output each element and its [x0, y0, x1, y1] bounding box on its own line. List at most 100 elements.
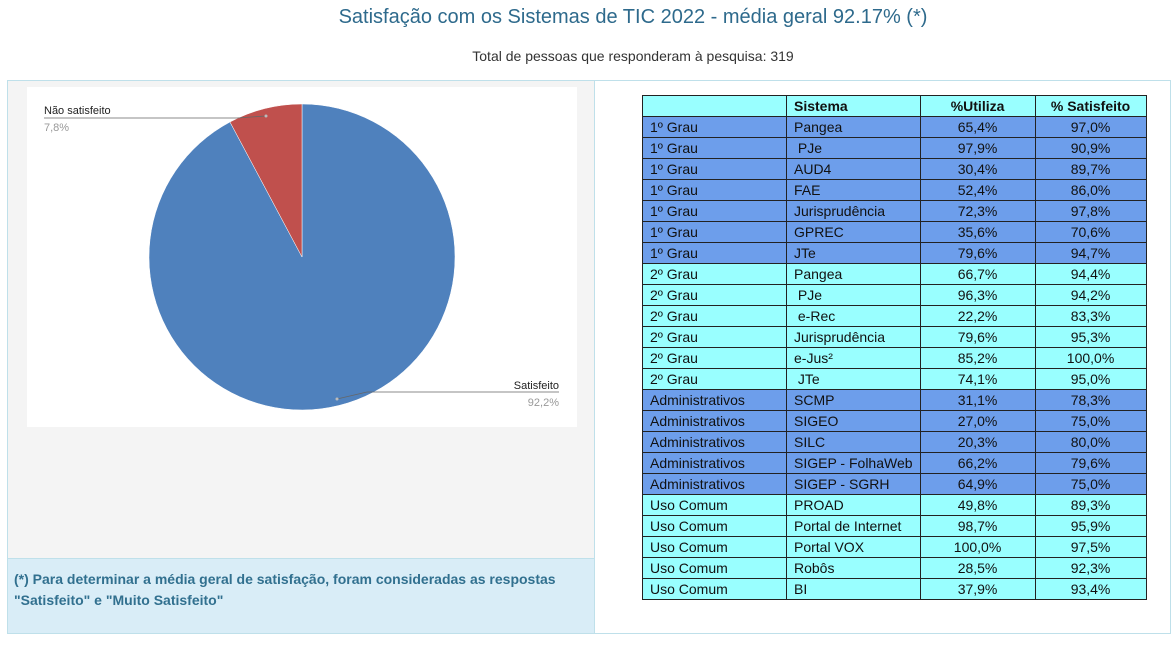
cell-group: 1º Grau [642, 242, 787, 264]
cell-usage: 52,4% [919, 179, 1036, 201]
cell-group: 2º Grau [642, 284, 787, 306]
cell-satisfaction: 80,0% [1034, 431, 1147, 453]
table-row: 1º Grau Jurisprudência 72,3% 97,8% [642, 200, 1147, 222]
cell-group: 2º Grau [642, 305, 787, 327]
table-row: 1º Grau FAE 52,4% 86,0% [642, 179, 1147, 201]
cell-satisfaction: 94,7% [1034, 242, 1147, 264]
cell-satisfaction: 83,3% [1034, 305, 1147, 327]
cell-satisfaction: 75,0% [1034, 410, 1147, 432]
cell-satisfaction: 79,6% [1034, 452, 1147, 474]
cell-system: SIGEP - SGRH [786, 473, 921, 495]
cell-system: JTe [786, 368, 921, 390]
cell-usage: 64,9% [919, 473, 1036, 495]
cell-system: AUD4 [786, 158, 921, 180]
cell-satisfaction: 86,0% [1034, 179, 1147, 201]
cell-group: Uso Comum [642, 578, 787, 600]
cell-usage: 49,8% [919, 494, 1036, 516]
table-row: Uso Comum Robôs 28,5% 92,3% [642, 557, 1147, 579]
cell-satisfaction: 89,3% [1034, 494, 1147, 516]
label-nao-satisfeito: Não satisfeito [44, 105, 111, 117]
header-group [642, 95, 787, 117]
cell-usage: 74,1% [919, 368, 1036, 390]
cell-satisfaction: 95,9% [1034, 515, 1147, 537]
cell-usage: 100,0% [919, 536, 1036, 558]
cell-usage: 72,3% [919, 200, 1036, 222]
cell-system: Robôs [786, 557, 921, 579]
table-row: 2º Grau Jurisprudência 79,6% 95,3% [642, 326, 1147, 348]
cell-usage: 31,1% [919, 389, 1036, 411]
pie-svg: Satisfeito 92,2% Não satisfeito 7,8% [44, 103, 559, 411]
cell-usage: 20,3% [919, 431, 1036, 453]
page-title: Satisfação com os Sistemas de TIC 2022 -… [338, 6, 928, 28]
footnote: (*) Para determinar a média geral de sat… [8, 558, 594, 633]
table-row: Administrativos SIGEP - FolhaWeb 66,2% 79,6… [642, 452, 1147, 474]
cell-usage: 28,5% [919, 557, 1036, 579]
cell-usage: 27,0% [919, 410, 1036, 432]
cell-group: Administrativos [642, 452, 787, 474]
cell-satisfaction: 94,2% [1034, 284, 1147, 306]
cell-usage: 97,9% [919, 137, 1036, 159]
cell-group: 1º Grau [642, 179, 787, 201]
cell-satisfaction: 97,5% [1034, 536, 1147, 558]
cell-system: e-Jus² [786, 347, 921, 369]
cell-group: Administrativos [642, 410, 787, 432]
respondents-count: Total de pessoas que responderam à pesqu… [472, 48, 794, 64]
cell-satisfaction: 75,0% [1034, 473, 1147, 495]
cell-system: e-Rec [786, 305, 921, 327]
table-row: Uso Comum Portal VOX 100,0% 97,5% [642, 536, 1147, 558]
cell-usage: 66,7% [919, 263, 1036, 285]
table-row: 1º Grau GPREC 35,6% 70,6% [642, 221, 1147, 243]
table-row: 1º Grau AUD4 30,4% 89,7% [642, 158, 1147, 180]
cell-group: 2º Grau [642, 368, 787, 390]
cell-usage: 85,2% [919, 347, 1036, 369]
pie-slice-nao-satisfeito[interactable] [229, 103, 303, 258]
value-nao-satisfeito: 7,8% [44, 122, 69, 134]
header-sistema: Sistema [786, 95, 921, 117]
table-row: 1º Grau Pangea 65,4% 97,0% [642, 116, 1147, 138]
cell-satisfaction: 93,4% [1034, 578, 1147, 600]
cell-group: Administrativos [642, 389, 787, 411]
table-row: 1º Grau PJe 97,9% 90,9% [642, 137, 1147, 159]
cell-group: Uso Comum [642, 557, 787, 579]
cell-system: JTe [786, 242, 921, 264]
header-satisfeito: % Satisfeito [1034, 95, 1147, 117]
cell-satisfaction: 94,4% [1034, 263, 1147, 285]
cell-usage: 79,6% [919, 326, 1036, 348]
table-row: 2º Grau Pangea 66,7% 94,4% [642, 263, 1147, 285]
cell-system: Portal de Internet [786, 515, 921, 537]
table-row: Administrativos SIGEP - SGRH 64,9% 75,0% [642, 473, 1147, 495]
cell-usage: 22,2% [919, 305, 1036, 327]
cell-system: SIGEO [786, 410, 921, 432]
leader-line-nao-satisfeito [44, 115, 267, 119]
cell-system: Portal VOX [786, 536, 921, 558]
leader-line-satisfeito [336, 391, 559, 400]
cell-group: 2º Grau [642, 263, 787, 285]
table-row: 2º Grau e-Jus² 85,2% 100,0% [642, 347, 1147, 369]
cell-system: SIGEP - FolhaWeb [786, 452, 921, 474]
cell-system: PJe [786, 137, 921, 159]
table-row: Uso Comum PROAD 49,8% 89,3% [642, 494, 1147, 516]
cell-system: PJe [786, 284, 921, 306]
cell-satisfaction: 100,0% [1034, 347, 1147, 369]
leader-dot [335, 397, 339, 401]
cell-satisfaction: 97,8% [1034, 200, 1147, 222]
label-satisfeito: Satisfeito [514, 380, 559, 392]
header-utiliza: %Utiliza [919, 95, 1036, 117]
cell-group: Administrativos [642, 431, 787, 453]
table-row: Uso Comum BI 37,9% 93,4% [642, 578, 1147, 600]
leader-dot [264, 114, 268, 118]
cell-usage: 66,2% [919, 452, 1036, 474]
value-satisfeito: 92,2% [528, 397, 559, 409]
table-row: 2º Grau e-Rec 22,2% 83,3% [642, 305, 1147, 327]
cell-satisfaction: 95,3% [1034, 326, 1147, 348]
cell-usage: 30,4% [919, 158, 1036, 180]
table-row: Administrativos SCMP 31,1% 78,3% [642, 389, 1147, 411]
cell-system: Jurisprudência [786, 200, 921, 222]
cell-satisfaction: 70,6% [1034, 221, 1147, 243]
cell-usage: 96,3% [919, 284, 1036, 306]
cell-usage: 65,4% [919, 116, 1036, 138]
pie-chart: Satisfeito 92,2% Não satisfeito 7,8% [27, 87, 577, 427]
table-row: 1º Grau JTe 79,6% 94,7% [642, 242, 1147, 264]
cell-system: FAE [786, 179, 921, 201]
cell-usage: 98,7% [919, 515, 1036, 537]
